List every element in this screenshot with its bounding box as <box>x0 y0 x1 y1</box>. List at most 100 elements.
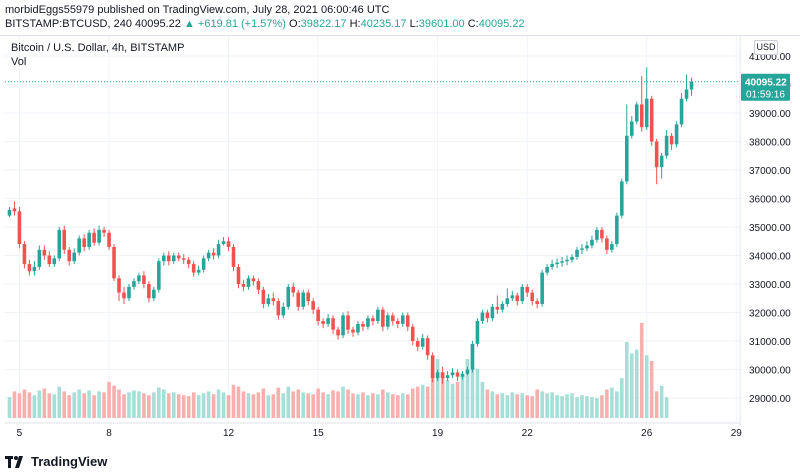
candle-body <box>306 292 310 302</box>
candle-body <box>520 286 525 302</box>
volume-bar <box>17 393 22 418</box>
tradingview-logo[interactable]: TradingView <box>5 454 107 469</box>
close-value: 40095.22 <box>478 18 525 30</box>
candle-body <box>435 372 440 379</box>
volume-bar <box>386 392 390 418</box>
candle-body <box>261 289 266 304</box>
candle-body <box>605 238 609 250</box>
volume-bar <box>316 388 320 418</box>
volume-bar <box>460 374 465 418</box>
candle-body <box>356 323 360 333</box>
volume-bar <box>535 389 539 418</box>
volume-bar <box>102 392 106 418</box>
y-tick-label: 41000.00 <box>749 52 791 63</box>
volume-bar <box>286 386 291 418</box>
volume-bar <box>87 390 91 418</box>
close-label: C: <box>467 18 479 30</box>
candle-body <box>400 315 405 324</box>
y-tick-label: 38000.00 <box>749 137 791 148</box>
volume-bar <box>356 394 360 418</box>
volume-bar <box>396 395 400 418</box>
y-tick-label: 39000.00 <box>749 109 791 120</box>
volume-bar <box>122 394 126 418</box>
volume-bar <box>485 389 490 418</box>
chart-frame[interactable] <box>0 35 800 446</box>
volume-bar <box>615 391 619 418</box>
volume-bar <box>480 381 485 418</box>
volume-bar <box>241 391 246 418</box>
y-tick-label: 34000.00 <box>749 252 791 263</box>
volume-bar <box>346 389 350 418</box>
candle-body <box>575 249 579 257</box>
low-label: L: <box>409 18 419 30</box>
volume-bar <box>495 394 500 418</box>
volume-bar <box>610 387 614 418</box>
volume-bar <box>400 393 405 418</box>
candle-body <box>545 266 549 273</box>
candle-body <box>246 278 251 287</box>
candle-body <box>530 292 534 302</box>
candle-body <box>117 278 121 293</box>
candle-body <box>331 318 335 330</box>
candle-body <box>152 289 156 299</box>
candle-body <box>142 275 146 285</box>
volume-bar <box>256 392 261 418</box>
volume-bar <box>520 393 525 418</box>
volume-bar <box>321 392 325 418</box>
candle-body <box>475 321 480 344</box>
candle-body <box>470 343 475 370</box>
x-tick-label: 29 <box>731 428 743 439</box>
volume-bar <box>570 393 574 418</box>
high-label: H: <box>349 18 361 30</box>
candle-body <box>186 259 191 265</box>
y-tick-label: 33000.00 <box>749 280 791 291</box>
candle-body <box>425 338 430 356</box>
open-label: O: <box>289 18 301 30</box>
brand-text: TradingView <box>31 454 108 469</box>
volume-bar <box>171 392 176 418</box>
candle-body <box>316 309 320 322</box>
candle-body <box>410 326 415 342</box>
candle-body <box>291 286 296 293</box>
volume-bar <box>326 394 330 418</box>
candle-body <box>17 211 22 245</box>
candle-body <box>445 375 450 379</box>
candle-body <box>231 246 236 267</box>
volume-bar <box>654 391 659 418</box>
volume-bar <box>251 394 256 418</box>
volume-bar <box>515 394 520 418</box>
candle-body <box>22 244 27 265</box>
candle-body <box>82 238 86 247</box>
volume-bar <box>12 391 17 418</box>
volume-bar <box>296 389 301 418</box>
candle-body <box>72 252 76 262</box>
change-value: ▲ +619.81 (+1.57%) <box>183 18 286 30</box>
candle-body <box>674 124 679 145</box>
volume-bar <box>152 392 156 418</box>
volume-bar <box>420 384 425 418</box>
volume-bar <box>435 359 440 418</box>
volume-bar <box>32 395 37 418</box>
volume-bar <box>605 389 609 418</box>
candle-body <box>7 209 12 216</box>
price-tag-value: 40095.22 <box>745 78 787 89</box>
currency-button[interactable]: USD <box>754 40 778 55</box>
candle-body <box>689 81 694 90</box>
candle-body <box>396 321 400 324</box>
candle-body <box>77 238 81 253</box>
volume-bar <box>560 396 564 418</box>
volume-bar <box>664 397 669 418</box>
volume-bar <box>306 393 310 418</box>
volume-bar <box>82 393 86 418</box>
volume-bar <box>366 395 370 418</box>
candle-body <box>585 245 589 249</box>
candle-body <box>216 244 221 256</box>
volume-bar <box>540 391 544 418</box>
x-tick-label: 12 <box>223 428 235 439</box>
candle-body <box>505 298 510 304</box>
volume-bar <box>97 391 101 418</box>
volume-bar <box>276 387 281 418</box>
y-tick-label: 31000.00 <box>749 337 791 348</box>
volume-bar <box>470 343 475 418</box>
